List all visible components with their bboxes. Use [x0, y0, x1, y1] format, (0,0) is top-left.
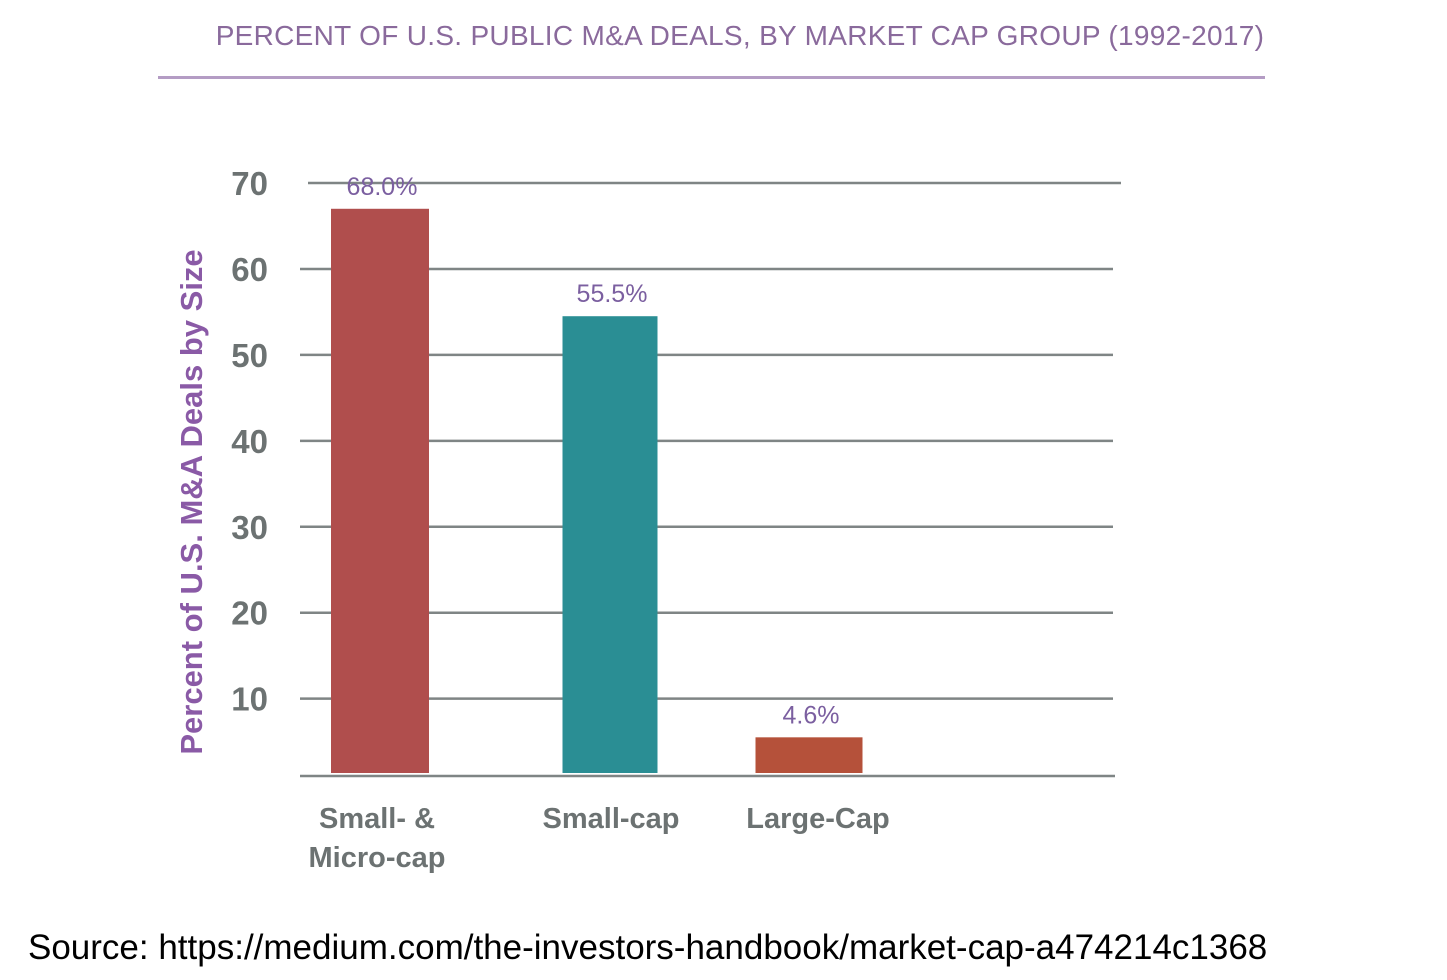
x-tick-label-3: Large-Cap: [746, 803, 889, 835]
x-tick-label-2: Small-cap: [543, 803, 680, 835]
x-tick-label-1: Small- & Micro-cap: [309, 803, 446, 874]
data-label-3: 4.6%: [783, 701, 840, 729]
bar-chart: 10 20 30 40 50 60 70 68.0% Small- & Micro-cap 55.5…: [174, 165, 1121, 874]
y-axis-title: Percent of U.S. M&A Deals by Size: [174, 249, 209, 754]
y-tick-label-30: 30: [231, 509, 268, 546]
y-tick-label-70: 70: [231, 165, 268, 202]
gridlines: [300, 181, 1121, 778]
bar-3: [755, 737, 863, 773]
source-note: Source: https://medium.com/the-investors…: [28, 928, 1268, 967]
y-tick-label-10: 10: [231, 681, 268, 718]
data-label-1: 68.0%: [347, 173, 418, 201]
bar-1: [331, 208, 429, 774]
bars: [331, 208, 863, 774]
chart-title: PERCENT OF U.S. PUBLIC M&A DEALS, BY MAR…: [215, 20, 1265, 51]
y-tick-label-20: 20: [231, 595, 268, 632]
y-tick-label-60: 60: [231, 251, 268, 288]
y-tick-label-50: 50: [231, 337, 268, 374]
y-tick-label-40: 40: [231, 423, 268, 460]
bar-2: [562, 316, 658, 773]
title-divider: [158, 76, 1265, 79]
data-label-2: 55.5%: [577, 280, 648, 308]
labels: 10 20 30 40 50 60 70 68.0% Small- & Micro-cap 55.5…: [231, 165, 889, 874]
